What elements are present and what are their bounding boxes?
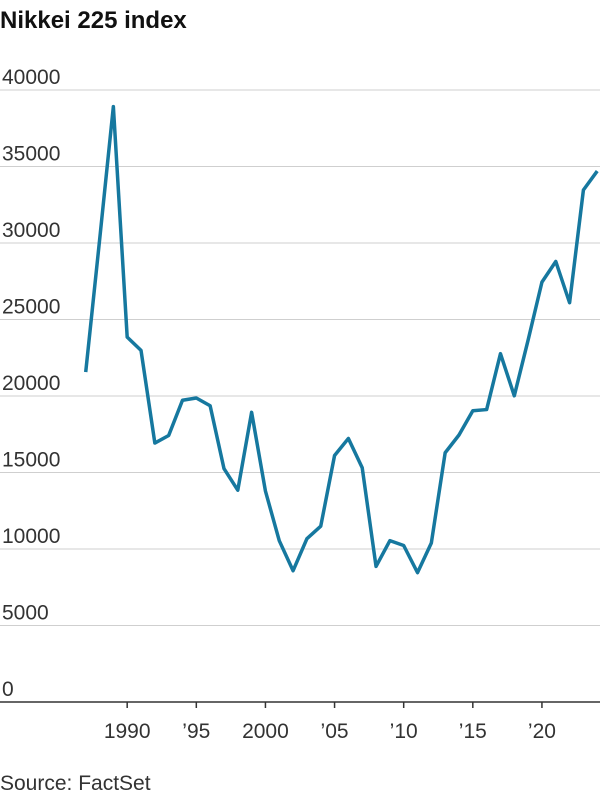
y-tick-label: 15000 xyxy=(2,449,60,472)
data-line xyxy=(83,104,599,575)
x-tick-label: 1990 xyxy=(104,720,151,743)
y-tick-label: 5000 xyxy=(2,602,49,625)
y-tick-label: 10000 xyxy=(2,525,60,548)
x-tick-label: 2000 xyxy=(242,720,289,743)
x-tick-label: ’05 xyxy=(321,720,349,743)
y-tick-label: 35000 xyxy=(2,143,60,166)
y-tick-label: 40000 xyxy=(2,66,60,89)
chart-title: Nikkei 225 index xyxy=(0,7,187,34)
x-tick-label: ’20 xyxy=(528,720,556,743)
x-tick-label: ’15 xyxy=(459,720,487,743)
source-note: Source: FactSet xyxy=(0,772,151,795)
y-tick-label: 30000 xyxy=(2,219,60,242)
y-tick-label: 20000 xyxy=(2,372,60,395)
x-tick-label: ’95 xyxy=(182,720,210,743)
y-tick-label: 25000 xyxy=(2,296,60,319)
x-tick-label: ’10 xyxy=(390,720,418,743)
y-tick-label: 0 xyxy=(2,678,14,701)
